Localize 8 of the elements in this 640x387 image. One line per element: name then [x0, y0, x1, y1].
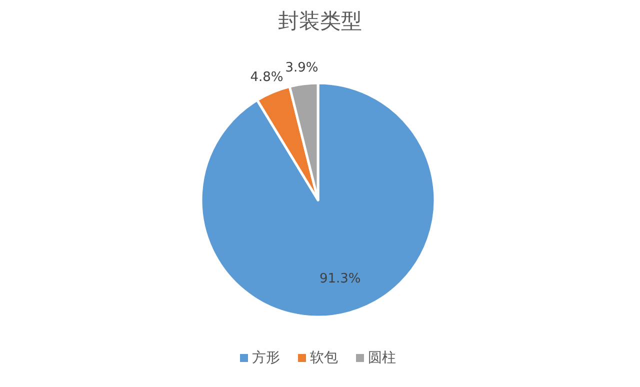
chart-title: 封装类型	[278, 9, 362, 33]
data-label: 4.8%	[250, 70, 284, 85]
legend-label: 软包	[310, 350, 338, 366]
data-label: 91.3%	[319, 271, 361, 286]
legend-label: 方形	[252, 350, 280, 366]
data-label: 3.9%	[285, 60, 318, 76]
legend-label: 圆柱	[368, 350, 396, 366]
pie-slice	[200, 82, 436, 318]
